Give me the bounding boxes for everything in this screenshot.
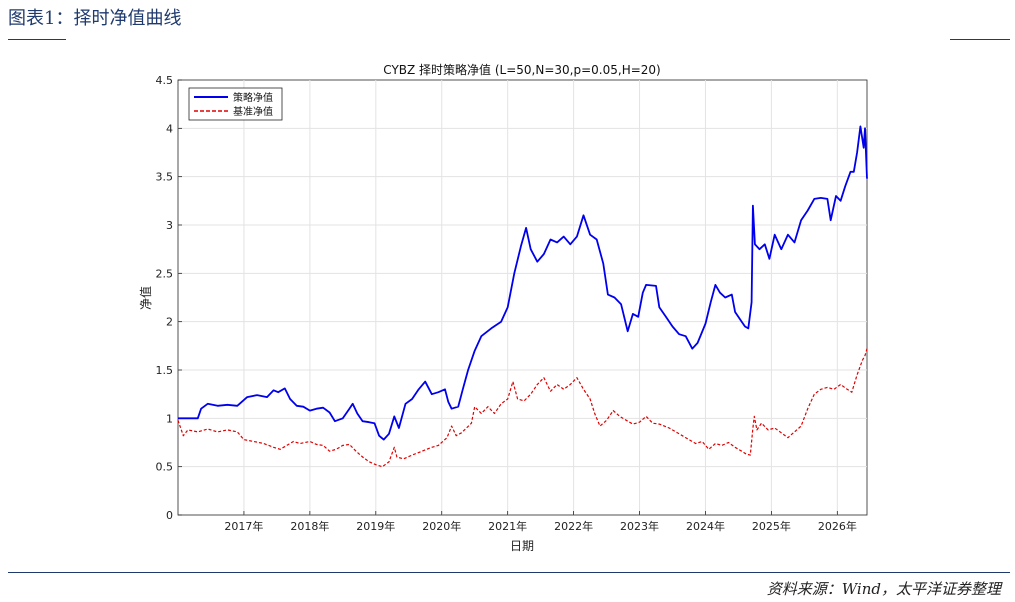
- chart-title: CYBZ 择时策略净值 (L=50,N=30,p=0.05,H=20): [383, 62, 660, 77]
- y-tick-label: 3: [166, 219, 173, 232]
- x-tick-label: 2026年: [818, 519, 857, 533]
- x-tick-label: 2018年: [290, 519, 329, 533]
- strategy-line: [178, 125, 868, 441]
- tick-labels: 0 0.5 1 1.5 2 2.5 3 3.5 4 4.5 2017年 2018年 2019年 2020年…: [156, 74, 857, 533]
- y-tick-label: 0: [166, 509, 173, 522]
- legend: 策略净值 基准净值: [188, 87, 283, 121]
- x-tick-label: 2021年: [488, 519, 527, 533]
- x-tick-label: 2022年: [554, 519, 593, 533]
- header-rule-left: [8, 39, 66, 40]
- x-tick-label: 2023年: [620, 519, 659, 533]
- header-rule-right: [950, 39, 1010, 40]
- y-tick-label: 2.5: [156, 267, 174, 280]
- benchmark-line: [177, 348, 868, 468]
- x-tick-label: 2019年: [356, 519, 395, 533]
- y-tick-label: 3.5: [156, 171, 174, 184]
- legend-label-benchmark: 基准净值: [233, 105, 273, 118]
- y-tick-label: 4.5: [156, 74, 174, 87]
- y-tick-label: 2: [166, 316, 173, 329]
- plot-area: [177, 79, 868, 516]
- x-tick-label: 2017年: [224, 519, 263, 533]
- x-axis-label: 日期: [510, 539, 534, 553]
- x-tick-label: 2025年: [752, 519, 791, 533]
- y-tick-label: 1: [166, 412, 173, 425]
- x-tick-label: 2020年: [422, 519, 461, 533]
- y-tick-label: 4: [166, 122, 173, 135]
- figure-title: 图表1：择时净值曲线: [8, 8, 182, 29]
- y-tick-label: 1.5: [156, 364, 174, 377]
- x-tick-label: 2024年: [686, 519, 725, 533]
- y-axis-label: 净值: [138, 286, 153, 310]
- footer-rule: [8, 572, 1010, 573]
- legend-box: [188, 87, 283, 121]
- legend-label-strategy: 策略净值: [233, 91, 273, 104]
- series-lines: [177, 125, 868, 468]
- y-tick-label: 0.5: [156, 461, 174, 474]
- source-note: 资料来源：Wind，太平洋证券整理: [766, 580, 1001, 598]
